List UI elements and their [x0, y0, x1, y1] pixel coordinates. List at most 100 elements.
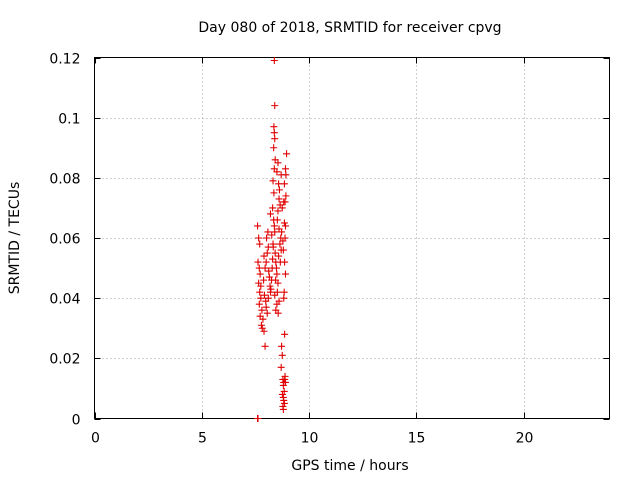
- data-point: [280, 180, 288, 188]
- data-point: [270, 189, 278, 197]
- data-point: [258, 324, 266, 332]
- data-point: [255, 300, 263, 308]
- data-point: [257, 321, 265, 329]
- axis-ticks: [94, 57, 610, 420]
- y-tick-label: 0.1: [58, 112, 80, 128]
- data-point: [271, 291, 279, 299]
- data-point: [271, 228, 279, 236]
- y-tick-label: 0: [72, 413, 81, 429]
- data-point: [280, 396, 288, 404]
- data-point: [280, 387, 288, 395]
- data-point: [267, 285, 275, 293]
- data-point: [260, 276, 268, 284]
- data-points: [254, 57, 291, 422]
- data-point: [269, 204, 277, 212]
- data-point: [279, 405, 287, 413]
- data-point: [273, 216, 281, 224]
- data-point: [282, 192, 290, 200]
- data-point: [269, 243, 277, 251]
- data-point: [275, 195, 283, 203]
- grid-lines: [94, 57, 610, 419]
- data-point: [274, 159, 282, 167]
- data-point: [274, 207, 282, 215]
- x-tick-label: 20: [516, 431, 534, 447]
- data-point: [270, 57, 278, 65]
- data-point: [281, 330, 289, 338]
- data-point: [275, 186, 283, 194]
- data-point: [259, 315, 267, 323]
- y-tick-label: 0.02: [49, 352, 80, 368]
- data-point: [272, 264, 280, 272]
- y-tick-labels: 0 0.02 0.04 0.06 0.08 0.1 0.12: [49, 52, 80, 429]
- plot-frame: [94, 57, 610, 419]
- data-point: [270, 123, 278, 131]
- data-point: [273, 300, 281, 308]
- y-tick-label: 0.04: [49, 292, 80, 308]
- data-point: [268, 231, 276, 239]
- data-point: [263, 309, 271, 317]
- data-point: [269, 177, 277, 185]
- data-point: [281, 198, 289, 206]
- data-point: [266, 210, 274, 218]
- data-point: [256, 240, 264, 248]
- x-axis-label: GPS time / hours: [291, 458, 408, 474]
- y-tick-label: 0.12: [49, 52, 80, 68]
- x-tick-label: 10: [301, 431, 319, 447]
- data-point: [281, 222, 289, 230]
- data-point: [281, 165, 289, 173]
- chart-title: Day 080 of 2018, SRMTID for receiver cpv…: [198, 20, 501, 36]
- data-point: [273, 168, 281, 176]
- data-point: [278, 390, 286, 398]
- data-point: [279, 246, 287, 254]
- data-point: [278, 342, 286, 350]
- data-point: [265, 267, 273, 275]
- data-point: [269, 255, 277, 263]
- data-point: [260, 291, 268, 299]
- data-point: [263, 249, 271, 257]
- data-point: [260, 327, 268, 335]
- data-point: [263, 234, 271, 242]
- data-point: [273, 270, 281, 278]
- data-point: [274, 279, 282, 287]
- data-point: [254, 222, 262, 230]
- data-point: [256, 288, 264, 296]
- y-axis-label: SRMTID / TECUs: [7, 182, 23, 295]
- data-point: [275, 252, 283, 260]
- data-point: [257, 294, 265, 302]
- y-tick-label: 0.08: [49, 172, 80, 188]
- data-point: [282, 171, 290, 179]
- data-point: [262, 258, 270, 266]
- data-point: [281, 378, 289, 386]
- data-point: [280, 288, 288, 296]
- data-point: [281, 372, 289, 380]
- data-point: [271, 249, 279, 257]
- data-point: [276, 240, 284, 248]
- x-tick-label: 0: [91, 431, 100, 447]
- data-point: [278, 228, 286, 236]
- data-point: [261, 342, 269, 350]
- data-point: [264, 294, 272, 302]
- x-tick-labels: 0 5 10 15 20: [91, 431, 533, 447]
- data-point: [280, 294, 288, 302]
- data-point: [260, 252, 268, 260]
- data-point: [274, 309, 282, 317]
- data-point: [281, 270, 289, 278]
- data-point: [270, 222, 278, 230]
- data-point: [277, 363, 285, 371]
- data-point: [271, 135, 279, 143]
- data-point: [262, 303, 270, 311]
- data-point: [261, 264, 269, 272]
- data-point: [258, 306, 266, 314]
- data-point: [281, 258, 289, 266]
- data-point: [264, 228, 272, 236]
- data-point: [280, 399, 288, 407]
- data-point: [257, 282, 265, 290]
- data-point: [270, 144, 278, 152]
- y-tick-label: 0.06: [49, 232, 80, 248]
- data-point: [278, 204, 286, 212]
- data-point: [254, 258, 262, 266]
- data-point: [271, 102, 279, 110]
- data-point: [254, 415, 262, 422]
- data-point: [283, 150, 291, 158]
